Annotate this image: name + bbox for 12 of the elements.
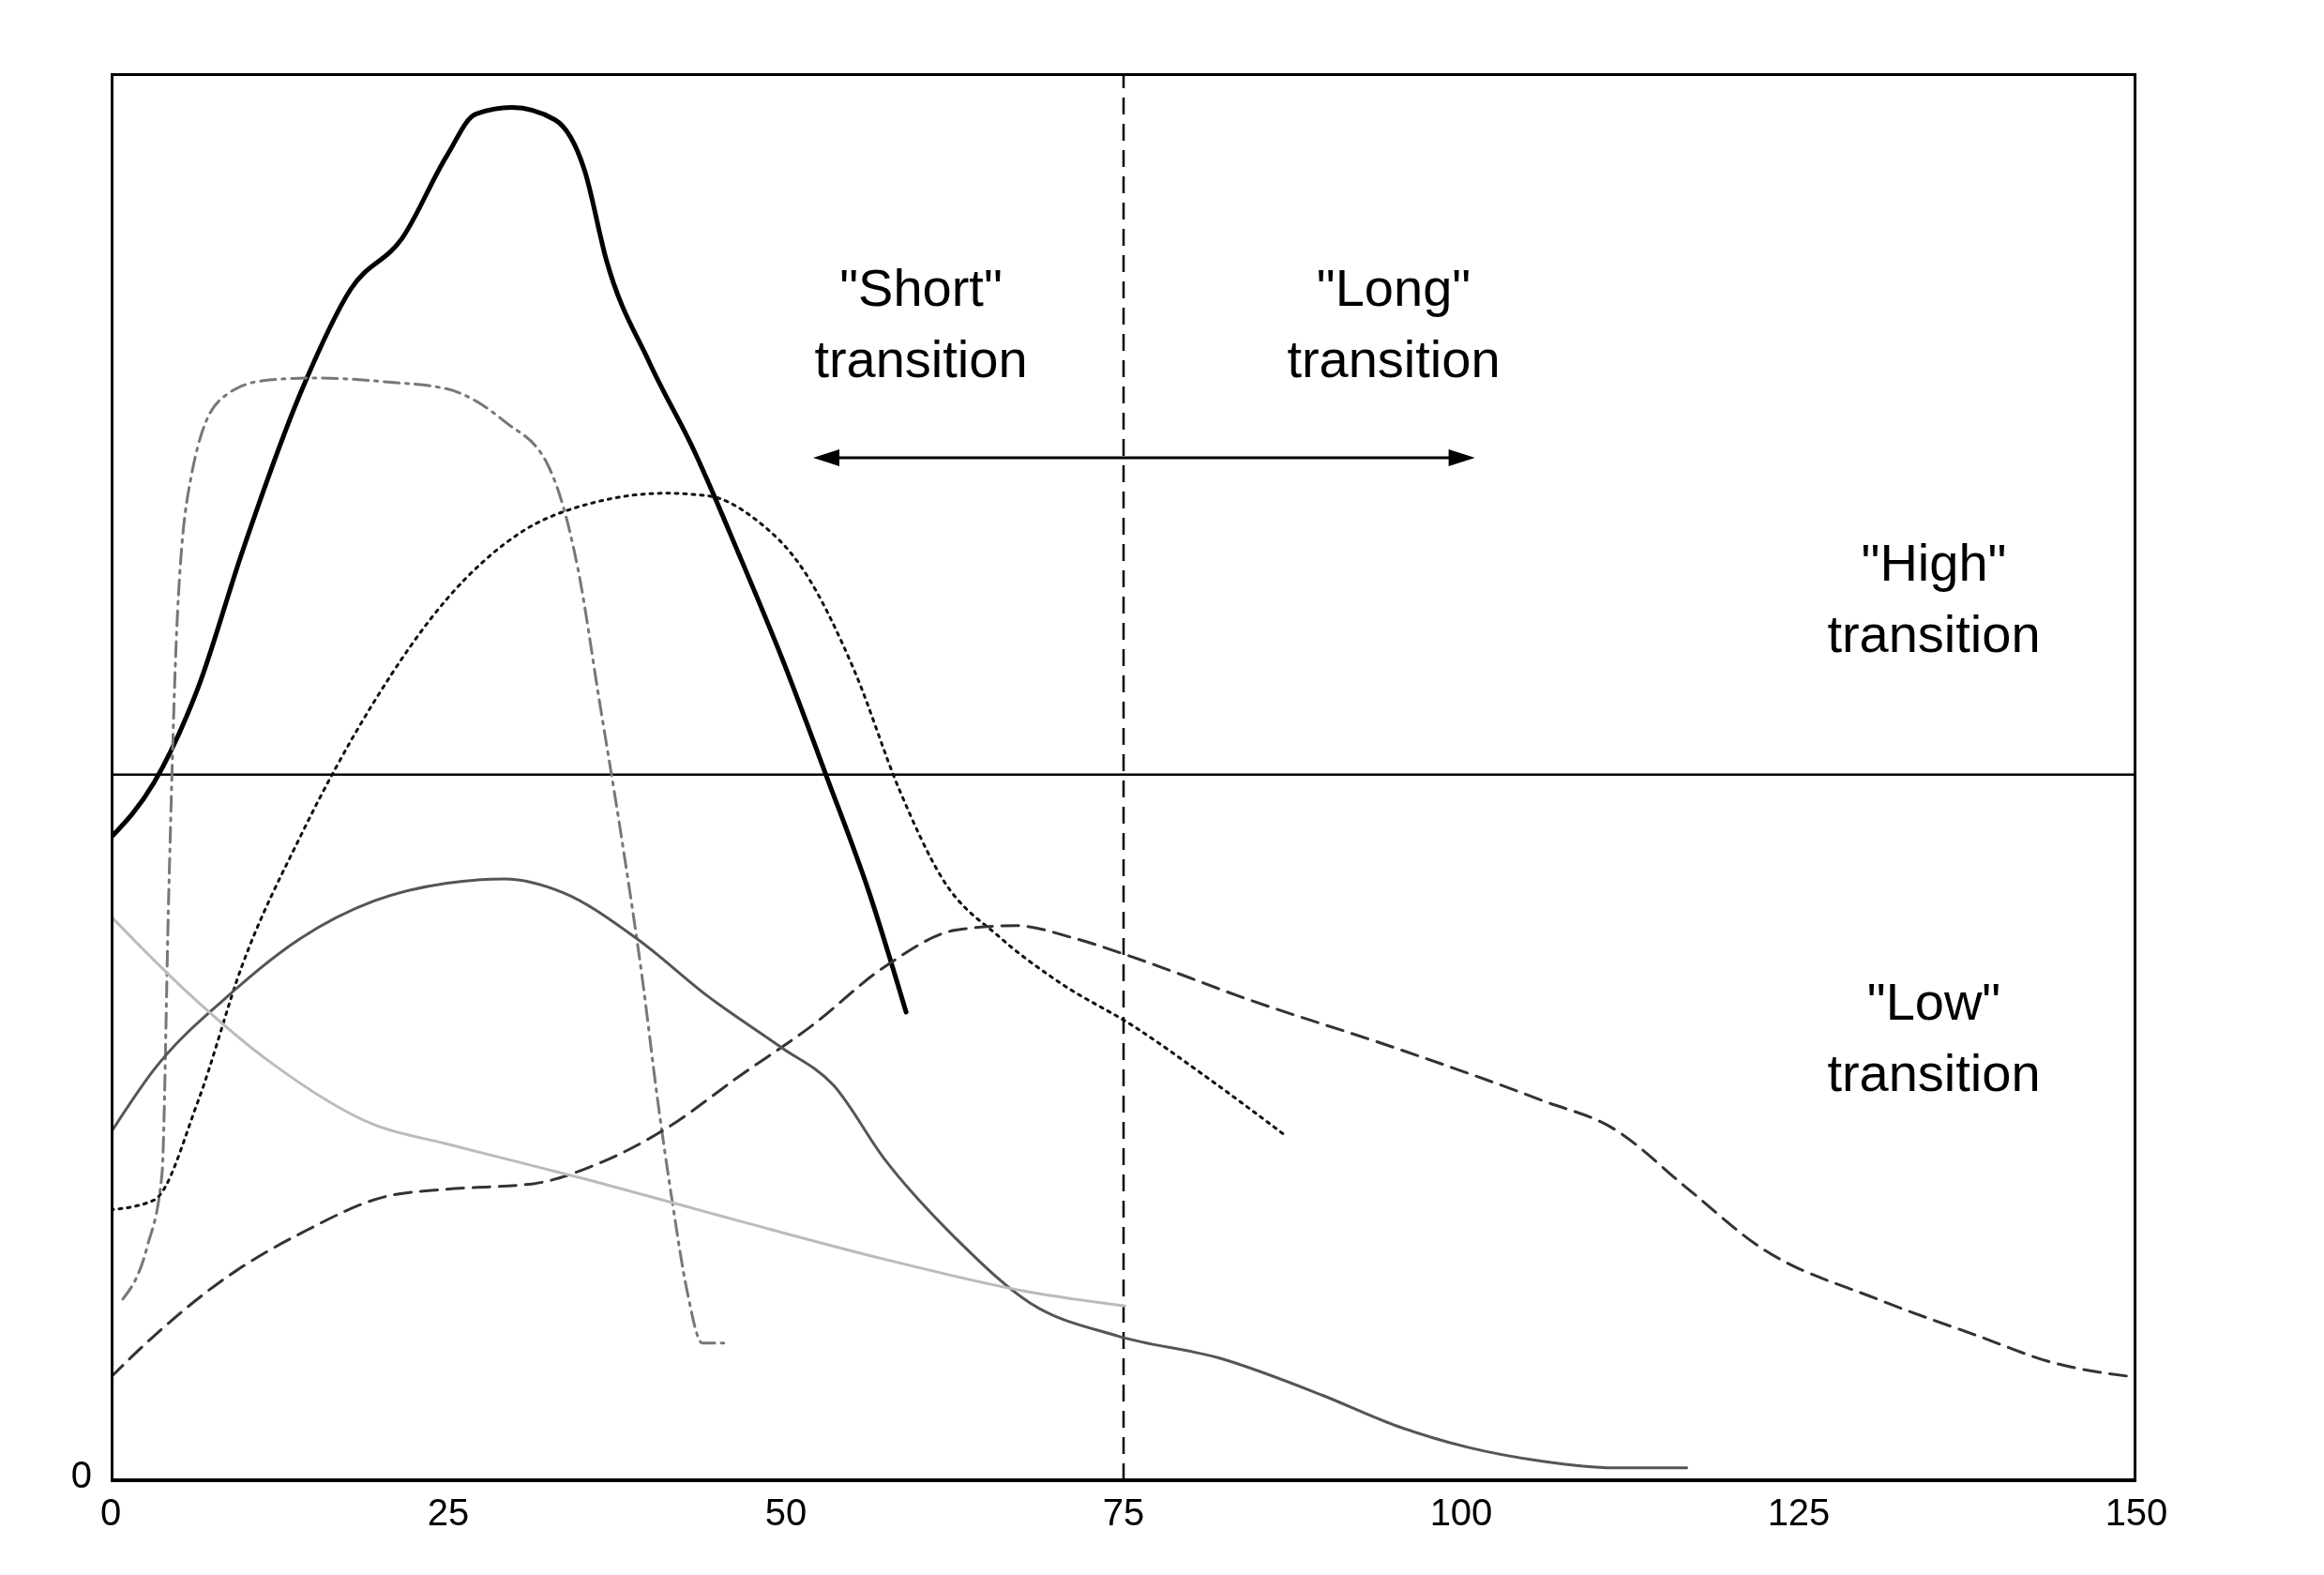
annotation: "High" transition xyxy=(1826,532,2042,666)
x-tick-label: 25 xyxy=(427,1492,470,1534)
text: 0 xyxy=(69,1454,92,1496)
x-tick-label: 150 xyxy=(2105,1492,2168,1534)
x-tick-label: 50 xyxy=(764,1492,807,1534)
annotation: "Short" transition xyxy=(813,257,1029,391)
annotation: "Low" transition xyxy=(1826,971,2042,1105)
x-tick-label: 125 xyxy=(1767,1492,1831,1534)
x-tick-label: 100 xyxy=(1429,1492,1493,1534)
annotation: "Long" transition xyxy=(1286,257,1502,391)
x-tick-label: 75 xyxy=(1102,1492,1145,1534)
x-tick-label: 0 xyxy=(99,1492,122,1534)
